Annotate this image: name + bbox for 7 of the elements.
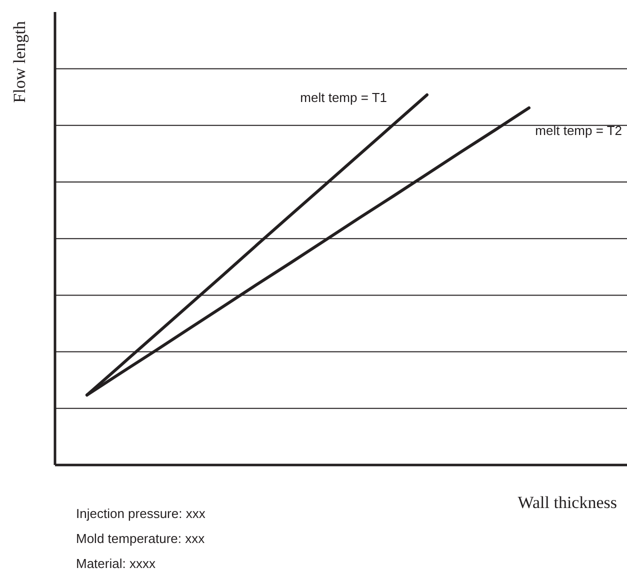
text: Mold temperature: xxx <box>76 531 206 546</box>
series-label: melt temp = T1 <box>300 90 387 105</box>
series-label: melt temp = T2 <box>535 122 622 138</box>
y-axis-title: Flow length <box>10 20 29 103</box>
text: Material: xxxx <box>76 556 156 571</box>
x-axis-title: Wall thickness <box>518 493 617 512</box>
text: Injection pressure: xxx <box>76 506 206 521</box>
